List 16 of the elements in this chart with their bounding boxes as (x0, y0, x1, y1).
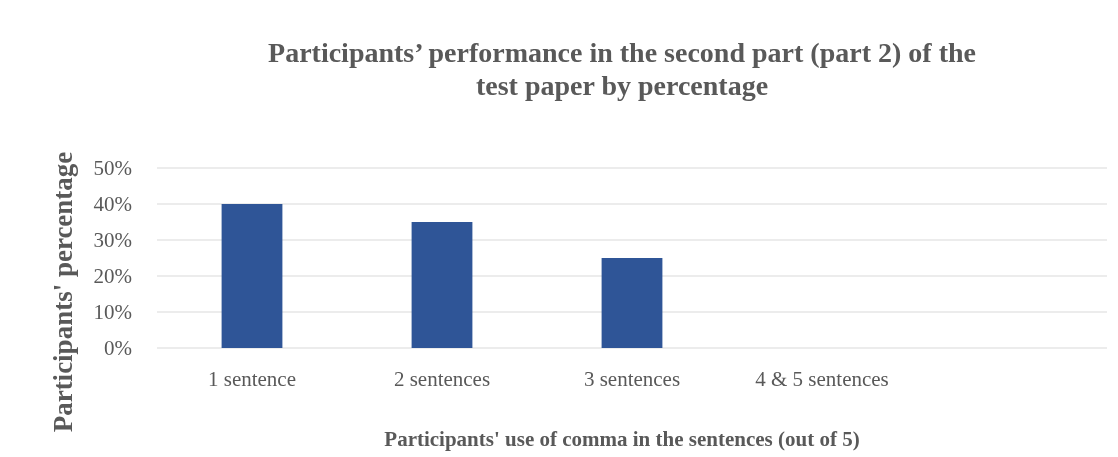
x-tick-label: 4 & 5 sentences (755, 367, 889, 391)
y-axis-title: Participants' percentage (48, 151, 78, 433)
y-tick-label: 0% (104, 336, 132, 361)
y-tick-label: 10% (93, 300, 132, 325)
x-tick-label: 1 sentence (207, 367, 297, 391)
x-tick-label: 3 sentences (583, 367, 681, 391)
y-tick-label: 50% (93, 156, 132, 181)
chart-title: Participants’ performance in the second part (part 2) of the test paper by percentage (268, 37, 976, 101)
bar (601, 258, 663, 348)
y-tick-label: 40% (93, 192, 132, 217)
y-tick-label: 30% (93, 228, 132, 253)
x-axis-title: Participants' use of comma in the sentences (out of 5) (384, 427, 860, 451)
x-tick-label: 2 sentences (393, 367, 491, 391)
bar (221, 204, 283, 348)
bar (411, 222, 473, 348)
y-tick-label: 20% (93, 264, 132, 289)
